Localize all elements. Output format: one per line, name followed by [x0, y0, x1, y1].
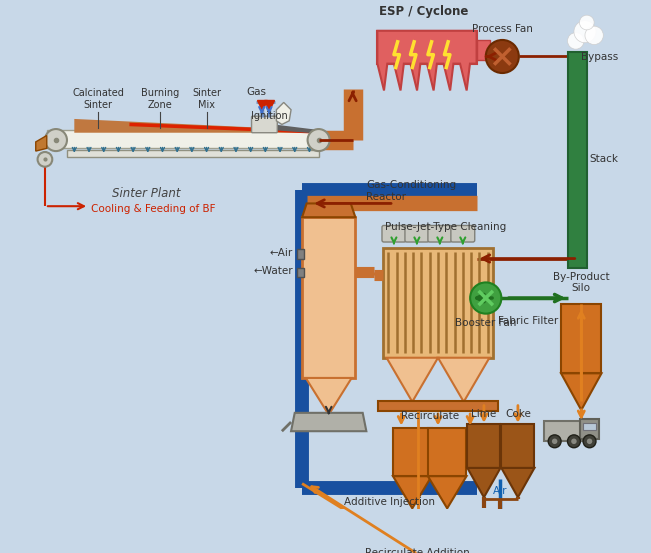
Polygon shape: [387, 358, 438, 402]
Text: Recirculate Addition: Recirculate Addition: [365, 548, 470, 553]
Circle shape: [568, 435, 580, 448]
Text: Lime: Lime: [471, 409, 497, 419]
Bar: [393, 429, 432, 476]
Text: Burning
Zone: Burning Zone: [141, 88, 179, 109]
Polygon shape: [467, 468, 501, 497]
Polygon shape: [501, 468, 534, 497]
Polygon shape: [561, 373, 602, 410]
Polygon shape: [74, 119, 318, 133]
Circle shape: [38, 152, 52, 166]
Circle shape: [583, 435, 596, 448]
Text: Booster Fan: Booster Fan: [455, 318, 516, 328]
Text: Gas-Conditioning
Reactor: Gas-Conditioning Reactor: [367, 180, 456, 202]
Bar: [568, 52, 587, 268]
Text: Stack: Stack: [590, 154, 618, 164]
Polygon shape: [428, 476, 467, 508]
Polygon shape: [438, 358, 490, 402]
Text: Additive Injection: Additive Injection: [344, 497, 435, 507]
Polygon shape: [393, 476, 432, 508]
Text: Recirculate: Recirculate: [400, 411, 459, 421]
Polygon shape: [277, 102, 291, 124]
Text: ←Water: ←Water: [253, 267, 293, 276]
Bar: [583, 423, 596, 430]
Bar: [544, 421, 594, 441]
FancyBboxPatch shape: [451, 226, 475, 242]
Text: Sinter
Mix: Sinter Mix: [192, 88, 221, 109]
Text: ←Air: ←Air: [270, 248, 293, 258]
Polygon shape: [378, 31, 477, 91]
Circle shape: [587, 439, 592, 444]
Circle shape: [579, 15, 594, 30]
Circle shape: [307, 129, 329, 151]
Text: ESP / Cyclone: ESP / Cyclone: [380, 5, 469, 18]
Bar: [302, 217, 355, 378]
Bar: [561, 305, 602, 373]
Circle shape: [470, 283, 501, 314]
Circle shape: [568, 33, 584, 49]
Polygon shape: [306, 378, 352, 415]
Text: Sinter Plant: Sinter Plant: [112, 187, 180, 200]
Polygon shape: [259, 123, 318, 134]
Circle shape: [552, 439, 557, 444]
Circle shape: [571, 439, 577, 444]
Bar: [467, 424, 501, 468]
Bar: [383, 248, 493, 358]
Bar: [501, 424, 534, 468]
Bar: [297, 268, 304, 277]
Text: Calcinated
Sinter: Calcinated Sinter: [72, 88, 124, 109]
Bar: [385, 528, 451, 537]
Text: Fabric Filter: Fabric Filter: [498, 316, 558, 326]
Text: By-Product
Silo: By-Product Silo: [553, 272, 609, 294]
Bar: [67, 150, 318, 156]
Text: Pulse-Jet-Type Cleaning: Pulse-Jet-Type Cleaning: [385, 222, 506, 232]
Circle shape: [574, 20, 596, 43]
FancyBboxPatch shape: [251, 116, 277, 133]
Bar: [580, 419, 599, 440]
Bar: [297, 249, 304, 259]
FancyBboxPatch shape: [405, 226, 429, 242]
Polygon shape: [291, 413, 367, 431]
Circle shape: [45, 129, 67, 151]
Bar: [477, 40, 490, 60]
Text: Ignition: Ignition: [251, 111, 287, 121]
Circle shape: [585, 26, 603, 45]
Text: Process Fan: Process Fan: [472, 24, 533, 34]
Text: Coke: Coke: [505, 409, 531, 419]
Bar: [378, 31, 477, 64]
Text: Air: Air: [493, 486, 508, 496]
Text: Bypass: Bypass: [581, 52, 618, 62]
Text: Cooling & Feeding of BF: Cooling & Feeding of BF: [91, 204, 215, 214]
Circle shape: [486, 40, 519, 73]
Polygon shape: [36, 135, 47, 151]
Polygon shape: [302, 204, 355, 217]
Bar: [47, 130, 318, 148]
Circle shape: [548, 435, 561, 448]
FancyBboxPatch shape: [428, 226, 452, 242]
Bar: [428, 429, 467, 476]
Text: Gas: Gas: [246, 87, 266, 97]
FancyBboxPatch shape: [382, 226, 406, 242]
Bar: [378, 401, 498, 411]
